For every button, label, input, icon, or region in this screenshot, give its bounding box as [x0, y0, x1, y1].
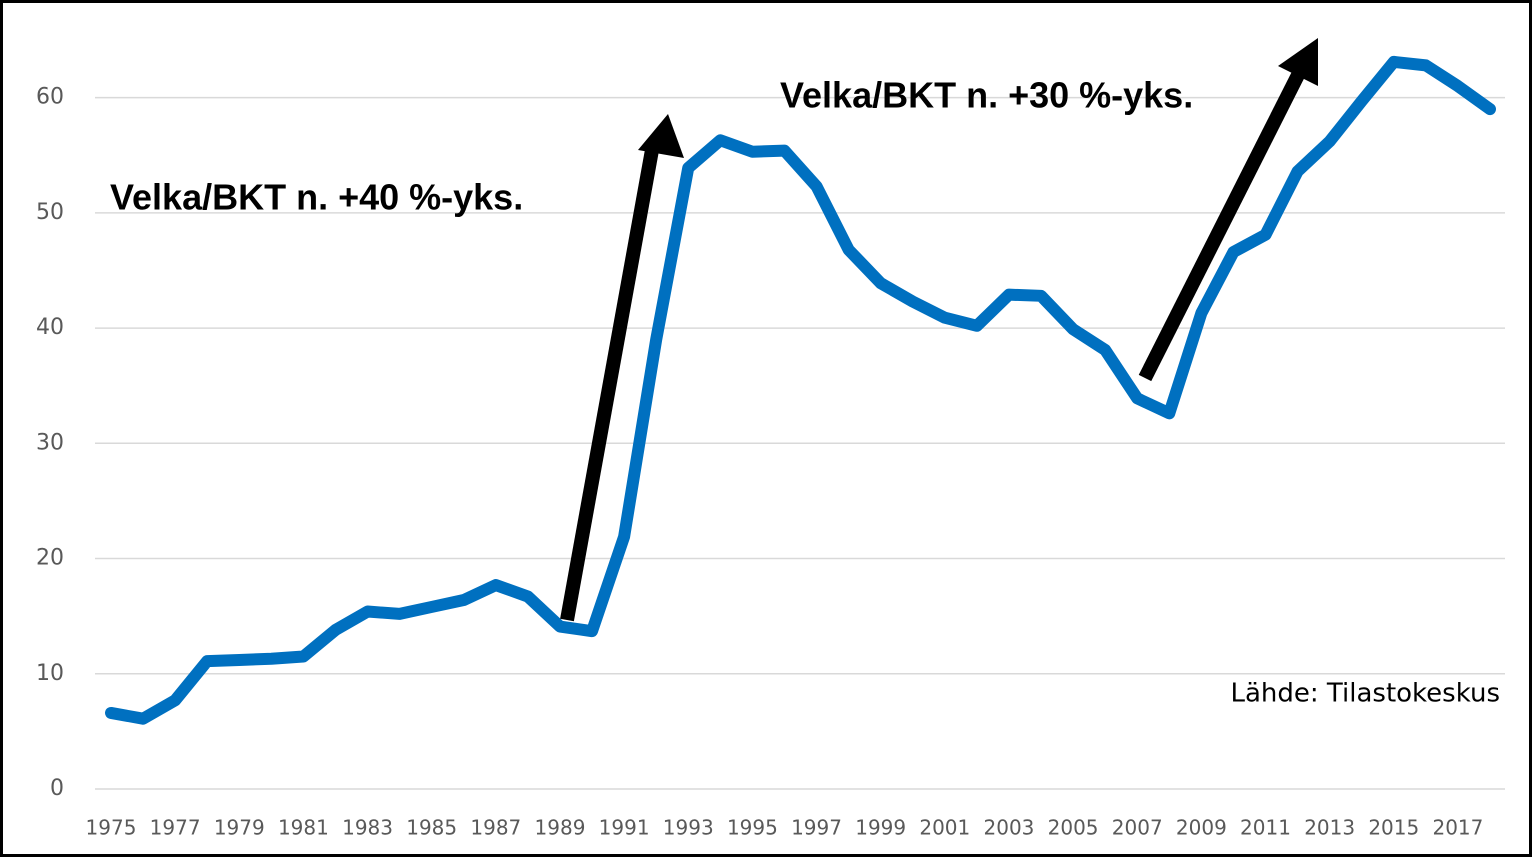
- x-tick-label: 2007: [1112, 816, 1163, 840]
- annotation: Velka/BKT n. +40 %-yks.: [110, 177, 523, 218]
- arrow: [560, 38, 1318, 622]
- x-tick-label: 1981: [278, 816, 329, 840]
- x-tick-label: 2009: [1176, 816, 1227, 840]
- x-tick-label: 2003: [984, 816, 1035, 840]
- x-tick-label: 1983: [342, 816, 393, 840]
- data-line: [105, 55, 1496, 725]
- annotation: Velka/BKT n. +30 %-yks.: [780, 75, 1193, 116]
- y-tick-label: 60: [36, 85, 64, 110]
- x-tick-label: 2015: [1368, 816, 1419, 840]
- x-tick-label: 1975: [86, 816, 137, 840]
- x-tick-label: 1977: [150, 816, 201, 840]
- y-tick-label: 20: [36, 546, 64, 571]
- y-tick-label: 40: [36, 315, 64, 340]
- x-tick-label: 2013: [1304, 816, 1355, 840]
- x-tick-label: 1995: [727, 816, 778, 840]
- y-tick-label: 10: [36, 661, 64, 686]
- x-tick-label: 1997: [791, 816, 842, 840]
- y-tick-label: 30: [36, 430, 64, 455]
- x-tick-label: 1993: [663, 816, 714, 840]
- x-tick-label: 1991: [599, 816, 650, 840]
- x-tick-label: 1999: [855, 816, 906, 840]
- y-tick-label: 50: [36, 200, 64, 225]
- x-tick-label: 2017: [1432, 816, 1483, 840]
- x-tick-label: 1985: [406, 816, 457, 840]
- x-tick-label: 1989: [535, 816, 586, 840]
- x-tick-label: 2001: [919, 816, 970, 840]
- source-note: Lähde: Tilastokeskus: [1231, 679, 1500, 709]
- x-tick-label: 2011: [1240, 816, 1291, 840]
- x-tick-label: 2005: [1048, 816, 1099, 840]
- x-tick-label: 1979: [214, 816, 265, 840]
- x-tick-label: 1987: [470, 816, 521, 840]
- y-tick-label: 0: [50, 776, 64, 801]
